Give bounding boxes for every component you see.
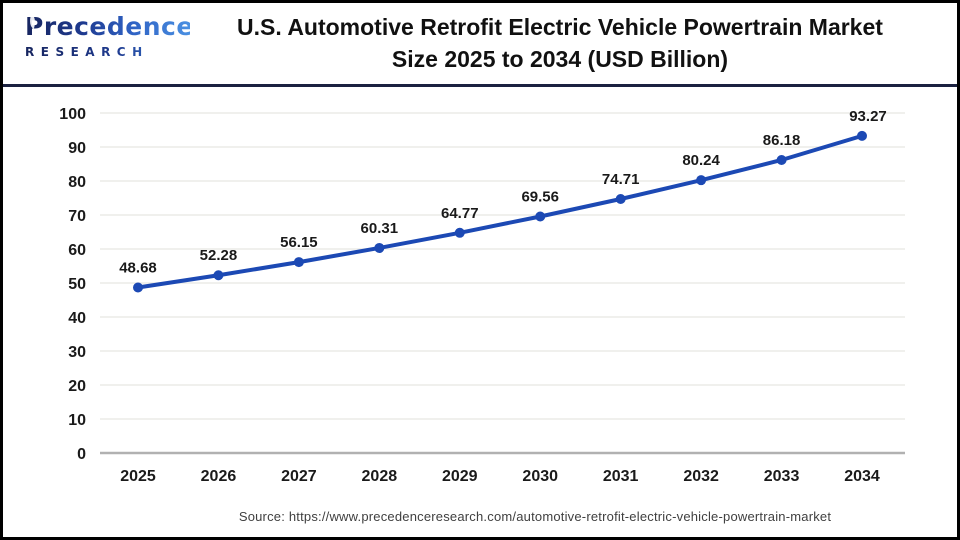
page-title-line1: U.S. Automotive Retrofit Electric Vehicl… (237, 14, 883, 40)
y-tick-label: 0 (77, 446, 86, 463)
y-tick-label: 10 (68, 412, 86, 429)
logo-subtitle-text: RESEARCH (25, 45, 190, 59)
data-point-label: 74.71 (602, 171, 640, 188)
data-point (454, 227, 465, 238)
data-point (776, 154, 787, 165)
y-tick-label: 40 (68, 310, 86, 327)
source-text: Source: https://www.precedenceresearch.c… (238, 509, 832, 524)
x-tick-label: 2028 (362, 468, 398, 485)
x-tick-label: 2025 (120, 468, 156, 485)
data-point-label: 48.68 (119, 259, 157, 276)
x-tick-label: 2031 (603, 468, 639, 485)
x-tick-label: 2032 (683, 468, 719, 485)
data-point (213, 270, 224, 281)
data-point-label: 56.15 (280, 234, 318, 251)
y-tick-label: 90 (68, 140, 86, 157)
data-point (696, 175, 707, 186)
data-point (857, 130, 867, 141)
data-point-label: 69.56 (521, 188, 559, 205)
x-tick-label: 2027 (281, 468, 317, 485)
x-tick-label: 2029 (442, 468, 478, 485)
data-point (535, 211, 546, 222)
data-point-label: 86.18 (763, 132, 801, 149)
y-tick-label: 80 (68, 174, 86, 191)
data-point-label: 93.27 (849, 108, 887, 125)
data-point-label: 64.77 (441, 205, 479, 222)
page-title: U.S. Automotive Retrofit Electric Vehicl… (188, 11, 932, 75)
y-tick-label: 70 (68, 208, 86, 225)
data-point (293, 257, 304, 268)
logo-brand-text: Precedence (25, 12, 194, 41)
header-divider (3, 84, 957, 87)
y-tick-label: 60 (68, 242, 86, 259)
y-tick-label: 50 (68, 276, 86, 293)
x-tick-label: 2033 (764, 468, 800, 485)
data-point-label: 60.31 (361, 220, 399, 237)
trend-line (136, 133, 864, 290)
data-point-label: 52.28 (200, 247, 238, 264)
x-tick-label: 2026 (201, 468, 237, 485)
y-tick-label: 100 (59, 106, 86, 123)
data-point (374, 242, 385, 253)
header: Precedence RESEARCH U.S. Automotive Retr… (3, 3, 957, 84)
y-tick-label: 20 (68, 378, 86, 395)
x-tick-label: 2034 (844, 468, 880, 485)
page-title-line2: Size 2025 to 2034 (USD Billion) (391, 46, 729, 72)
y-tick-label: 30 (68, 344, 86, 361)
precedence-research-logo: Precedence RESEARCH (25, 12, 194, 74)
x-tick-label: 2030 (522, 468, 558, 485)
data-point (133, 282, 143, 293)
data-point-label: 80.24 (682, 152, 720, 169)
data-point (615, 193, 626, 204)
